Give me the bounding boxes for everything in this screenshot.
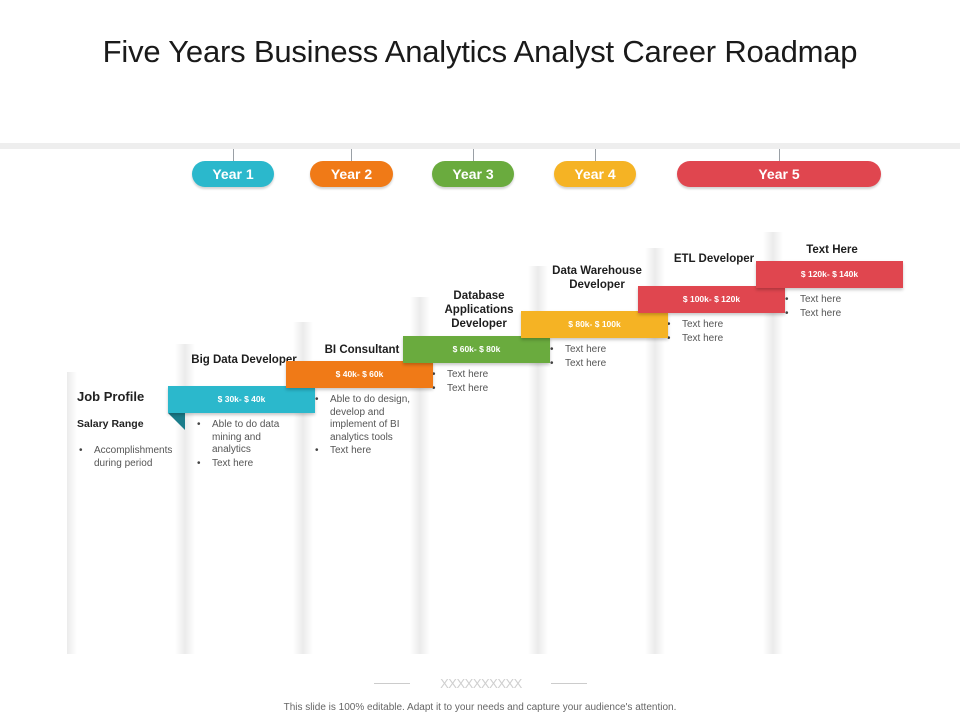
column-divider <box>303 322 313 654</box>
column-divider <box>420 297 430 654</box>
stage-bullets: Text hereText here <box>548 344 648 371</box>
stage-bullets: Text hereText here <box>665 319 765 346</box>
column-divider <box>67 372 77 654</box>
column-divider <box>773 232 783 654</box>
year-stem <box>779 149 780 162</box>
year-stem <box>595 149 596 162</box>
year-pill: Year 4 <box>554 161 636 187</box>
column-divider <box>175 344 185 654</box>
footer-note: This slide is 100% editable. Adapt it to… <box>283 702 677 713</box>
stage-title: Data Warehouse Developer <box>552 265 642 291</box>
bullet-item: Text here <box>665 319 765 332</box>
stage-title: Database Applications Developer <box>444 290 514 330</box>
footer-line-left <box>374 683 410 684</box>
slide-title: Five Years Business Analytics Analyst Ca… <box>102 34 858 69</box>
salary-band: $ 60k- $ 80k <box>403 336 550 363</box>
salary-band: $ 120k- $ 140k <box>756 261 903 288</box>
column-divider <box>538 266 548 654</box>
salary-band: $ 100k- $ 120k <box>638 286 785 313</box>
bullet-item: Able to do data mining and analytics <box>195 419 295 457</box>
bullet-item: Text here <box>430 383 530 396</box>
bullet-item: Text here <box>313 445 413 458</box>
bullet-item: Text here <box>783 308 883 321</box>
stage-bullets: Able to do data mining and analyticsText… <box>195 419 295 471</box>
column-divider <box>528 266 538 654</box>
stage-bullets: Able to do design, develop and implement… <box>313 394 413 459</box>
stage-bullets: Text hereText here <box>430 369 530 396</box>
bullet-item: Text here <box>548 358 648 371</box>
legend-accomplishments: Accomplishments during period <box>77 445 187 471</box>
stage-title: Big Data Developer <box>191 354 297 366</box>
stage-bullets: Text hereText here <box>783 294 883 321</box>
stage-title: ETL Developer <box>673 253 755 265</box>
column-divider <box>763 232 773 654</box>
bullet-item: Text here <box>665 333 765 346</box>
year-stem <box>233 149 234 162</box>
bullet-item: Able to do design, develop and implement… <box>313 394 413 444</box>
bullet-item: Text here <box>195 458 295 471</box>
salary-band: $ 40k- $ 60k <box>286 361 433 388</box>
timeline-band <box>0 143 960 149</box>
stage-title: BI Consultant <box>324 344 400 356</box>
column-divider <box>293 322 303 654</box>
column-divider <box>645 248 655 654</box>
column-divider <box>410 297 420 654</box>
year-pill: Year 1 <box>192 161 274 187</box>
year-pill: Year 2 <box>310 161 393 187</box>
column-divider <box>655 248 665 654</box>
salary-band: $ 80k- $ 100k <box>521 311 668 338</box>
band-fold <box>168 413 185 430</box>
legend-job-profile: Job Profile <box>77 389 145 404</box>
year-pill: Year 5 <box>677 161 881 187</box>
footer-line-right <box>551 683 587 684</box>
legend-salary-range: Salary Range <box>77 418 144 430</box>
salary-band: $ 30k- $ 40k <box>168 386 315 413</box>
year-stem <box>473 149 474 162</box>
bullet-item: Text here <box>783 294 883 307</box>
column-divider <box>185 344 195 654</box>
bullet-item: Accomplishments during period <box>77 445 187 470</box>
year-pill: Year 3 <box>432 161 514 187</box>
footer-separator: XXXXXXXXXX <box>440 676 522 691</box>
stage-title: Text Here <box>806 244 858 256</box>
year-stem <box>351 149 352 162</box>
bullet-item: Text here <box>548 344 648 357</box>
bullet-item: Text here <box>430 369 530 382</box>
